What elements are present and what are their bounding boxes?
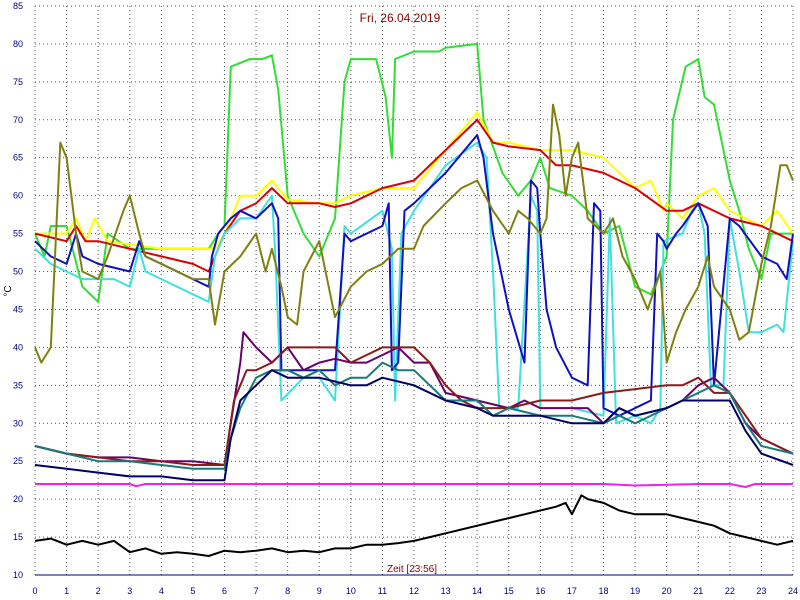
y-tick-label: 75 xyxy=(13,77,23,87)
x-tick-label: 8 xyxy=(285,586,290,596)
series-line-10 xyxy=(34,369,794,482)
y-tick-label: 45 xyxy=(13,304,23,314)
x-tick-label: 16 xyxy=(535,586,545,596)
series-group xyxy=(34,42,794,557)
x-tick-label: 18 xyxy=(598,586,608,596)
y-tick-label: 50 xyxy=(13,267,23,277)
series-line-1 xyxy=(34,42,793,303)
x-tick-label: 20 xyxy=(662,586,672,596)
series-line-2 xyxy=(35,111,794,250)
x-tick-label: 2 xyxy=(96,586,101,596)
y-tick-label: 80 xyxy=(13,39,23,49)
x-tick-label: 6 xyxy=(222,586,227,596)
x-tick-label: 23 xyxy=(756,586,766,596)
y-tick-label: 20 xyxy=(13,494,23,504)
x-tick-label: 17 xyxy=(567,586,577,596)
x-tick-label: 14 xyxy=(472,586,482,596)
y-tick-label: 35 xyxy=(13,380,23,390)
x-tick-label: 13 xyxy=(441,586,451,596)
y-tick-label: 25 xyxy=(13,456,23,466)
y-tick-label: 10 xyxy=(13,570,23,580)
x-tick-label: 12 xyxy=(409,586,419,596)
y-axis-label: °C xyxy=(3,285,14,296)
y-tick-label: 55 xyxy=(13,229,23,239)
x-tick-label: 21 xyxy=(693,586,703,596)
x-tick-label: 1 xyxy=(64,586,69,596)
x-tick-label: 11 xyxy=(378,586,387,596)
x-tick-labels: 0 1 2 3 4 5 6 7 8 9 10 11 12 13 14 15 16 17 18 19 20 21 22 23 24 xyxy=(32,586,798,596)
y-tick-label: 70 xyxy=(13,115,23,125)
x-tick-label: 3 xyxy=(127,586,132,596)
y-tick-label: 40 xyxy=(13,342,23,352)
x-tick-label: 22 xyxy=(725,586,735,596)
x-tick-label: 4 xyxy=(159,586,164,596)
y-tick-label: 60 xyxy=(13,191,23,201)
y-tick-label: 15 xyxy=(13,532,23,542)
x-tick-label: 0 xyxy=(32,586,37,596)
x-tick-label: 15 xyxy=(504,586,514,596)
series-line-12 xyxy=(34,494,794,557)
series-line-6 xyxy=(34,103,794,364)
x-tick-label: 7 xyxy=(254,586,259,596)
x-tick-label: 24 xyxy=(788,586,798,596)
x-axis-label: Zeit [23:56] xyxy=(387,564,437,575)
series-line-3 xyxy=(34,118,794,273)
grid xyxy=(34,5,794,576)
y-tick-label: 65 xyxy=(13,153,23,163)
chart-title: Fri, 26.04.2019 xyxy=(360,11,441,25)
y-tick-label: 85 xyxy=(13,1,23,11)
x-tick-label: 9 xyxy=(317,586,322,596)
x-tick-label: 19 xyxy=(630,586,640,596)
series-line-11 xyxy=(35,483,793,488)
y-tick-label: 30 xyxy=(13,418,23,428)
y-tick-labels: 10 15 20 25 30 35 40 45 50 55 60 65 70 75 80 85 xyxy=(13,1,23,580)
series-line-8 xyxy=(34,346,794,466)
series-line-5 xyxy=(34,134,794,417)
x-tick-label: 5 xyxy=(190,586,195,596)
x-tick-label: 10 xyxy=(346,586,356,596)
